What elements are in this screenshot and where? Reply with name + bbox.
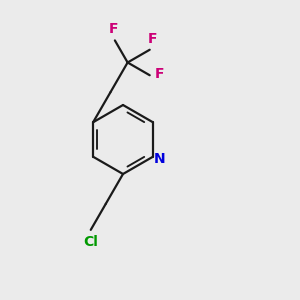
- Text: N: N: [154, 152, 165, 166]
- Text: F: F: [155, 67, 165, 81]
- Text: F: F: [109, 22, 118, 36]
- Text: Cl: Cl: [83, 235, 98, 249]
- Text: F: F: [148, 32, 158, 46]
